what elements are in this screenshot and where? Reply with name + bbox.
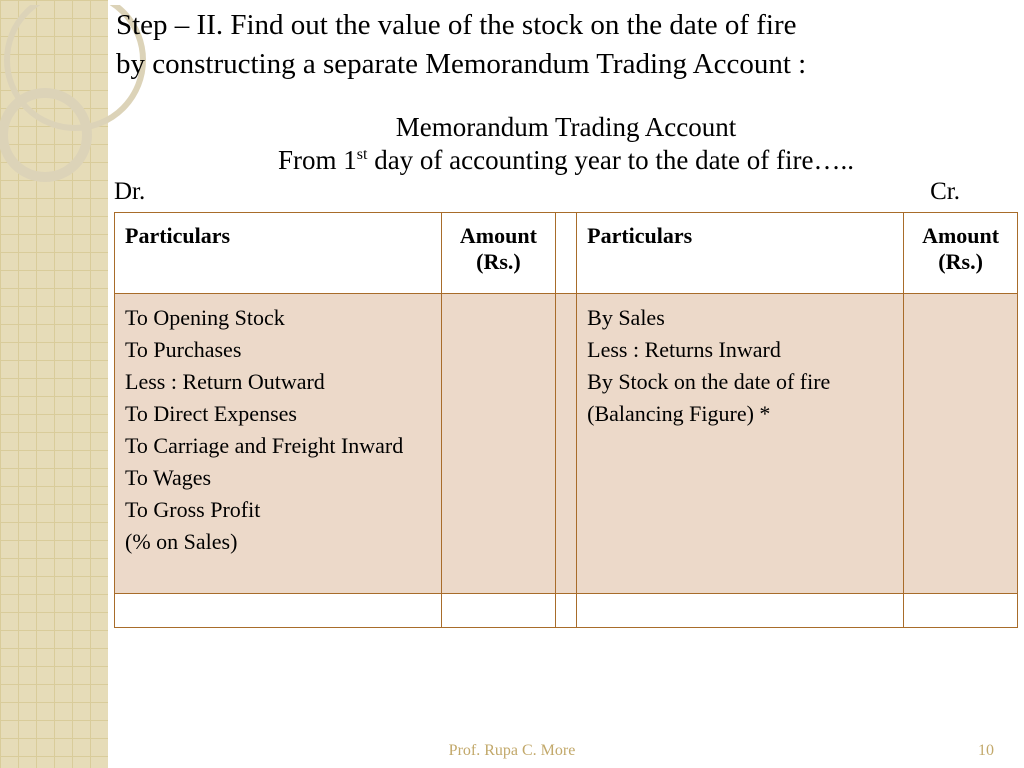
heading-colon: : (798, 48, 806, 80)
th-spacer (555, 213, 576, 294)
table-footer-row (115, 594, 1018, 628)
account-title: Memorandum Trading Account (112, 112, 1020, 143)
tf-left-particulars (115, 594, 442, 628)
heading-line2: by constructing a separate Memorandum Tr… (116, 48, 798, 80)
slide-content: Step – II. Find out the value of the sto… (108, 0, 1024, 768)
td-left-particulars: To Opening Stock To Purchases Less : Ret… (115, 294, 442, 594)
dr-cr-row: Dr. Cr. (112, 176, 1020, 206)
td-right-amount (904, 294, 1018, 594)
trading-account-table: Particulars Amount (Rs.) Particulars Amo… (114, 212, 1018, 628)
cr-label: Cr. (930, 178, 960, 206)
dr-label: Dr. (114, 178, 145, 206)
table-body-row: To Opening Stock To Purchases Less : Ret… (115, 294, 1018, 594)
step-heading: Step – II. Find out the value of the sto… (112, 0, 1020, 84)
tf-spacer (555, 594, 576, 628)
tf-right-particulars (577, 594, 904, 628)
td-right-particulars: By Sales Less : Returns Inward By Stock … (577, 294, 904, 594)
td-left-amount (442, 294, 556, 594)
th-left-amount: Amount (Rs.) (442, 213, 556, 294)
slide-author: Prof. Rupa C. More (0, 742, 1024, 760)
table-header-row: Particulars Amount (Rs.) Particulars Amo… (115, 213, 1018, 294)
th-right-amount: Amount (Rs.) (904, 213, 1018, 294)
heading-line1: Step – II. Find out the value of the sto… (116, 9, 797, 41)
tf-left-amount (442, 594, 556, 628)
account-period: From 1st day of accounting year to the d… (112, 145, 1020, 176)
slide-number: 10 (978, 742, 994, 760)
tf-right-amount (904, 594, 1018, 628)
th-left-particulars: Particulars (115, 213, 442, 294)
th-right-particulars: Particulars (577, 213, 904, 294)
td-spacer (555, 294, 576, 594)
